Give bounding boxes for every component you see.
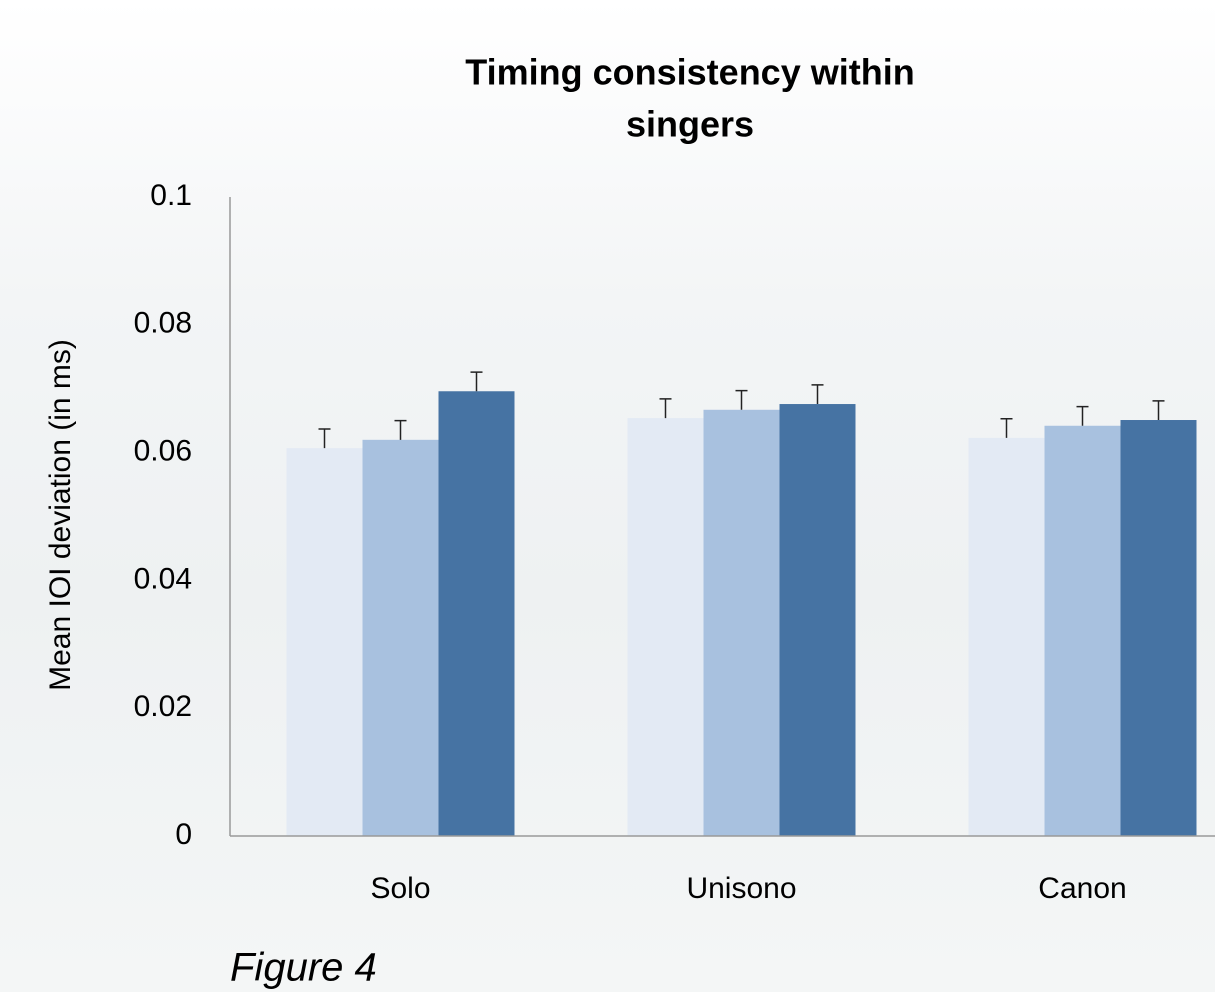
x-tick-label: Solo <box>370 872 430 905</box>
bar <box>968 437 1045 836</box>
error-bar <box>1076 405 1089 426</box>
y-tick-label: 0.02 <box>134 690 192 723</box>
y-tick-label: 0.08 <box>134 307 192 340</box>
error-bar <box>659 398 672 419</box>
error-bar <box>318 428 331 449</box>
y-tick-label: 0.1 <box>150 179 192 212</box>
y-tick-label: 0.06 <box>134 435 192 468</box>
chart-title: singers <box>626 104 754 145</box>
bar <box>362 439 439 836</box>
error-bar <box>1000 417 1013 438</box>
x-tick-label: Unisono <box>686 872 796 905</box>
bar <box>438 391 515 836</box>
caption: Figure 4 <box>230 946 377 990</box>
bar <box>627 418 704 836</box>
y-tick-label: 0 <box>175 818 192 851</box>
bar <box>703 409 780 836</box>
error-bar <box>811 384 824 405</box>
y-tick-label: 0.04 <box>134 562 192 595</box>
error-bar <box>394 419 407 440</box>
error-bar <box>1152 400 1165 421</box>
error-bar <box>735 389 748 410</box>
bar <box>1044 425 1121 836</box>
bar <box>779 404 856 836</box>
bar <box>286 448 363 836</box>
x-tick-label: Canon <box>1038 872 1126 905</box>
y-axis-label: Mean IOI deviation (in ms) <box>44 339 77 691</box>
error-bar <box>470 371 483 392</box>
chart-title: Timing consistency within <box>465 52 914 93</box>
bar <box>1120 420 1197 836</box>
